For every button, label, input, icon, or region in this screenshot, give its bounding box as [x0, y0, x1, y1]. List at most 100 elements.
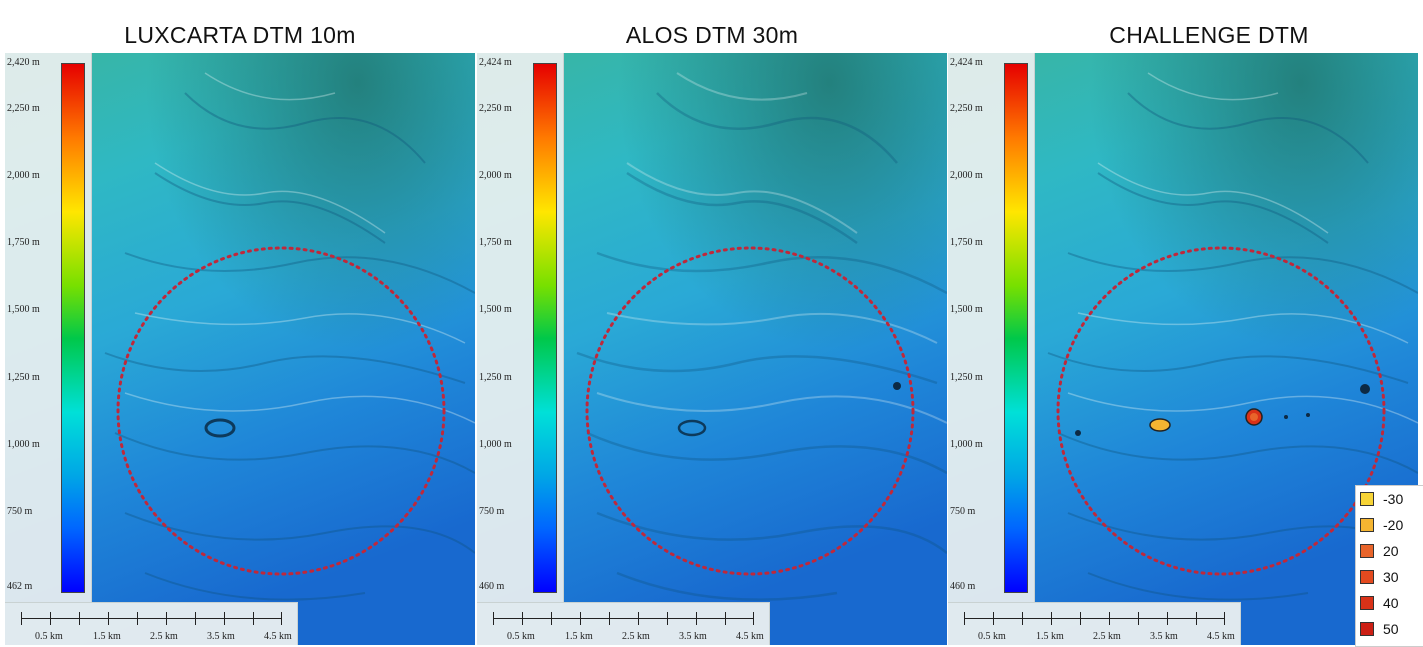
legend-swatch: [1360, 570, 1374, 584]
scale-label: 4.5 km: [736, 631, 764, 642]
scale-label: 1.5 km: [93, 631, 121, 642]
scale-tick: [281, 612, 282, 625]
scale-line: [493, 618, 753, 619]
panel-challenge: CHALLENGE DTM: [948, 0, 1418, 645]
legend-tick: 1,000 m: [950, 439, 983, 450]
scale-tick: [580, 612, 581, 625]
elevation-colorbar: [1004, 63, 1028, 593]
panel-alos: ALOS DTM 30m: [477, 0, 947, 645]
legend-label: -20: [1383, 517, 1404, 533]
scale-bar: 0.5 km 1.5 km 2.5 km 3.5 km 4.5 km: [5, 602, 298, 645]
scale-tick: [224, 612, 225, 625]
scale-tick: [667, 612, 668, 625]
legend-tick: 462 m: [7, 581, 33, 592]
legend-item: 20: [1360, 539, 1399, 563]
scale-tick: [522, 612, 523, 625]
scale-tick: [609, 612, 610, 625]
legend-tick: 1,000 m: [7, 439, 40, 450]
scale-tick: [195, 612, 196, 625]
scale-tick: [253, 612, 254, 625]
scale-label: 3.5 km: [1150, 631, 1178, 642]
legend-item: 40: [1360, 591, 1399, 615]
scale-tick: [493, 612, 494, 625]
legend-tick: 750 m: [950, 506, 976, 517]
study-area-circle: [116, 246, 446, 576]
legend-swatch: [1360, 492, 1374, 506]
scale-label: 4.5 km: [264, 631, 292, 642]
legend-item: 30: [1360, 565, 1399, 589]
elevation-legend: 2,424 m 2,250 m 2,000 m 1,750 m 1,500 m …: [948, 53, 1035, 602]
elevation-map[interactable]: 2,424 m 2,250 m 2,000 m 1,750 m 1,500 m …: [477, 53, 947, 645]
legend-label: 20: [1383, 543, 1399, 559]
anomaly-markers: [1075, 384, 1370, 436]
elevation-map[interactable]: 2,420 m 2,250 m 2,000 m 1,750 m 1,500 m …: [5, 53, 475, 645]
legend-tick: 1,250 m: [479, 372, 512, 383]
scale-tick: [753, 612, 754, 625]
scale-tick: [993, 612, 994, 625]
scale-label: 3.5 km: [679, 631, 707, 642]
scale-tick: [50, 612, 51, 625]
legend-swatch: [1360, 596, 1374, 610]
scale-line: [21, 618, 281, 619]
scale-tick: [137, 612, 138, 625]
scale-label: 2.5 km: [622, 631, 650, 642]
legend-swatch: [1360, 544, 1374, 558]
study-area-circle: [1056, 246, 1386, 576]
panel-title: ALOS DTM 30m: [625, 22, 799, 48]
elevation-colorbar: [61, 63, 85, 593]
legend-label: 40: [1383, 595, 1399, 611]
scale-label: 0.5 km: [978, 631, 1006, 642]
legend-tick: 2,000 m: [7, 170, 40, 181]
legend-tick: 460 m: [950, 581, 976, 592]
legend-tick: 2,250 m: [479, 103, 512, 114]
scale-label: 0.5 km: [507, 631, 535, 642]
scale-label: 3.5 km: [207, 631, 235, 642]
legend-tick: 1,500 m: [479, 304, 512, 315]
panel-title: CHALLENGE DTM: [1109, 22, 1309, 48]
scale-tick: [1051, 612, 1052, 625]
legend-item: 50: [1360, 617, 1399, 641]
legend-tick: 2,250 m: [950, 103, 983, 114]
legend-tick: 1,750 m: [950, 237, 983, 248]
scale-tick: [1167, 612, 1168, 625]
legend-tick: 460 m: [479, 581, 505, 592]
scale-tick: [21, 612, 22, 625]
panel-luxcarta: LUXCARTA DTM 10m: [5, 0, 475, 645]
scale-label: 2.5 km: [150, 631, 178, 642]
scale-tick: [1138, 612, 1139, 625]
scale-label: 1.5 km: [565, 631, 593, 642]
legend-tick: 2,424 m: [479, 57, 512, 68]
legend-tick: 1,250 m: [7, 372, 40, 383]
scale-tick: [79, 612, 80, 625]
legend-tick: 2,000 m: [479, 170, 512, 181]
scale-label: 2.5 km: [1093, 631, 1121, 642]
legend-tick: 1,500 m: [7, 304, 40, 315]
difference-legend: -30 -20 20 30 40 50: [1355, 485, 1423, 647]
legend-swatch: [1360, 622, 1374, 636]
elevation-map[interactable]: 2,424 m 2,250 m 2,000 m 1,750 m 1,500 m …: [948, 53, 1418, 645]
scale-tick: [166, 612, 167, 625]
scale-tick: [1224, 612, 1225, 625]
elevation-legend: 2,420 m 2,250 m 2,000 m 1,750 m 1,500 m …: [5, 53, 92, 602]
scale-tick: [551, 612, 552, 625]
scale-tick: [638, 612, 639, 625]
scale-bar: 0.5 km 1.5 km 2.5 km 3.5 km 4.5 km: [477, 602, 770, 645]
elevation-colorbar: [533, 63, 557, 593]
scale-label: 1.5 km: [1036, 631, 1064, 642]
scale-tick: [1080, 612, 1081, 625]
scale-label: 4.5 km: [1207, 631, 1235, 642]
legend-label: -30: [1383, 491, 1404, 507]
study-area-circle: [585, 246, 915, 576]
scale-tick: [725, 612, 726, 625]
legend-tick: 1,250 m: [950, 372, 983, 383]
legend-tick: 2,424 m: [950, 57, 983, 68]
scale-tick: [1022, 612, 1023, 625]
scale-tick: [1196, 612, 1197, 625]
legend-tick: 1,000 m: [479, 439, 512, 450]
panel-title: LUXCARTA DTM 10m: [124, 22, 356, 48]
scale-label: 0.5 km: [35, 631, 63, 642]
legend-tick: 1,500 m: [950, 304, 983, 315]
legend-tick: 2,000 m: [950, 170, 983, 181]
scale-tick: [108, 612, 109, 625]
scale-bar: 0.5 km 1.5 km 2.5 km 3.5 km 4.5 km: [948, 602, 1241, 645]
